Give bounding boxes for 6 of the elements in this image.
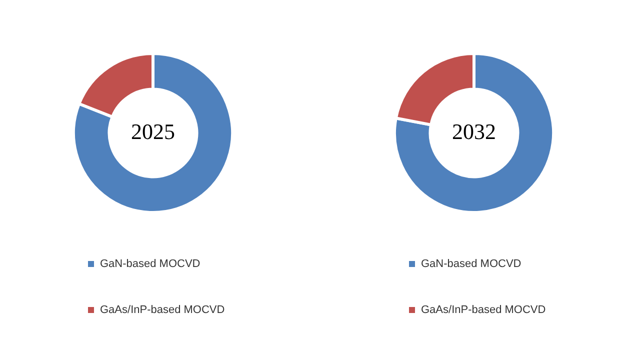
legend-label: GaAs/InP-based MOCVD xyxy=(100,304,225,316)
legend-label: GaN-based MOCVD xyxy=(100,258,200,270)
legend-label: GaN-based MOCVD xyxy=(421,258,522,270)
text: 2032 xyxy=(452,118,496,144)
legend-label: GaAs/InP-based MOCVD xyxy=(421,304,546,316)
text: 2025 xyxy=(131,118,175,144)
